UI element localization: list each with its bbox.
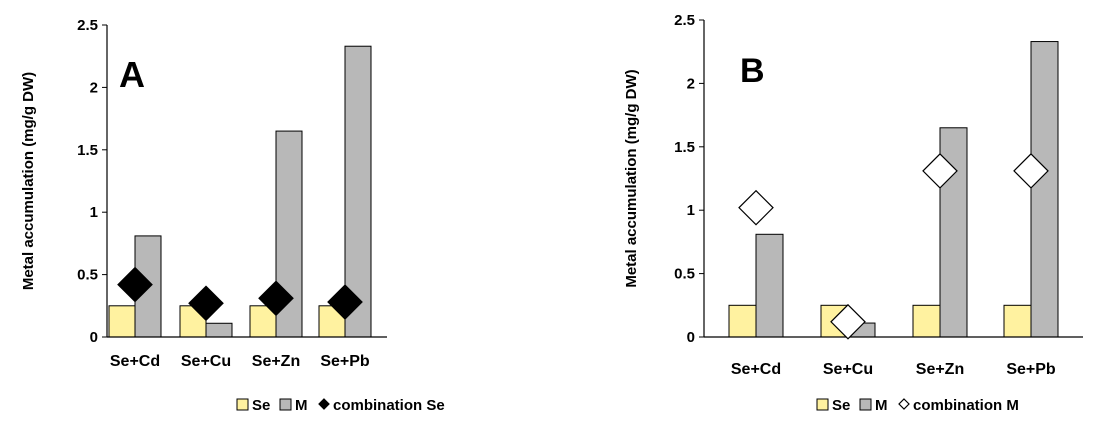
bar-m (205, 322, 233, 338)
panel-label: A (119, 54, 145, 95)
combination-marker (1013, 153, 1049, 189)
category-label: Se+Cd (110, 353, 160, 370)
category-label: Se+Cu (181, 353, 231, 370)
bar-se (912, 304, 941, 338)
legend-swatch-se (236, 398, 249, 411)
chart-panel-b: 0 0.5 1 1.5 2 2.5 Se+Cd Se+Cu Se+Zn Se+Pb B Metal a… (623, 12, 1083, 414)
legend-label-combination: combination Se (333, 397, 445, 414)
y-tick-label: 2 (687, 75, 695, 92)
category-label: Se+Cu (823, 361, 873, 378)
y-tick-label: 0.5 (674, 266, 695, 283)
legend-label-m: M (295, 397, 308, 414)
legend-swatch-combination (318, 398, 330, 410)
panel-label: B (740, 52, 765, 90)
category-label: Se+Pb (1006, 361, 1056, 378)
y-tick-label: 1.5 (77, 142, 98, 159)
y-tick-label: 0 (687, 329, 695, 346)
y-tick-label: 0.5 (77, 267, 98, 284)
combination-marker (258, 280, 294, 317)
y-tick-label: 0 (90, 329, 98, 346)
y-tick-label: 2.5 (77, 17, 98, 34)
legend-label-se: Se (832, 397, 850, 414)
legend-swatch-m (279, 398, 292, 411)
bar-m (1030, 41, 1059, 338)
combination-marker (327, 284, 363, 320)
y-tick-label: 1 (90, 204, 98, 221)
combination-marker (830, 303, 866, 340)
legend-swatch-m (859, 398, 872, 411)
bar-se (728, 304, 757, 338)
y-tick-label: 2 (90, 79, 98, 96)
category-label: Se+Pb (320, 353, 370, 370)
category-label: Se+Zn (916, 361, 964, 378)
legend-swatch-combination (898, 398, 910, 410)
y-tick-label: 1 (687, 202, 695, 219)
bar-se (108, 305, 136, 338)
combination-marker (188, 285, 224, 322)
legend-label-m: M (875, 397, 888, 414)
legend-label-combination: combination M (913, 397, 1019, 414)
combination-marker (117, 266, 153, 303)
category-label: Se+Zn (252, 353, 300, 370)
y-axis-title: Metal accumulation (mg/g DW) (20, 72, 37, 290)
y-tick-label: 2.5 (674, 12, 695, 29)
combination-marker (922, 153, 958, 189)
category-label: Se+Cd (731, 361, 781, 378)
y-tick-label: 1.5 (674, 139, 695, 156)
y-axis-title: Metal accumulation (mg/g DW) (623, 69, 640, 287)
legend-label-se: Se (252, 397, 270, 414)
legend-swatch-se (816, 398, 829, 411)
chart-panel-a: 0 0.5 1 1.5 2 2.5 Se+Cd Se+Cu Se+Zn Se+Pb A Metal a… (20, 17, 445, 414)
bar-m (755, 233, 784, 338)
bar-se (1003, 304, 1032, 338)
bar-m (344, 45, 372, 338)
combination-marker (738, 189, 774, 226)
